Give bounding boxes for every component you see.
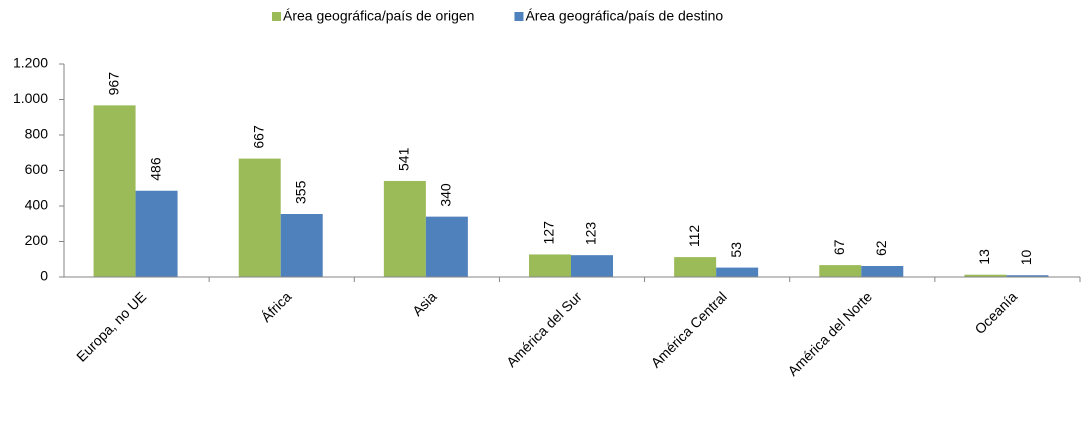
data-label: 112 xyxy=(686,225,702,248)
x-tick-label: Asia xyxy=(409,288,440,319)
x-tick-label: América del Sur xyxy=(503,288,585,370)
bar xyxy=(425,216,468,277)
data-label: 541 xyxy=(396,147,412,171)
legend-swatch xyxy=(272,12,281,21)
data-label: 667 xyxy=(250,125,266,149)
x-tick-label: Oceanía xyxy=(971,288,1020,337)
data-label: 62 xyxy=(873,240,889,256)
bar xyxy=(674,257,717,277)
y-tick-label: 600 xyxy=(25,161,49,177)
legend-label: Área geográfica/país de destino xyxy=(525,8,723,24)
x-tick-label: América Central xyxy=(648,288,730,370)
data-label: 53 xyxy=(728,242,744,258)
y-tick-label: 0 xyxy=(40,268,48,284)
y-tick-label: 800 xyxy=(25,126,49,142)
bar xyxy=(383,180,426,277)
bar xyxy=(238,158,281,277)
y-tick-label: 400 xyxy=(25,197,49,213)
bar xyxy=(280,213,323,277)
bar xyxy=(819,265,862,277)
bar xyxy=(135,190,178,277)
bar xyxy=(861,265,904,277)
data-label: 67 xyxy=(831,239,847,255)
data-label: 486 xyxy=(147,157,163,181)
bar xyxy=(964,274,1007,277)
data-label: 340 xyxy=(438,183,454,207)
y-tick-label: 200 xyxy=(25,232,49,248)
data-label: 123 xyxy=(583,222,599,246)
bar xyxy=(716,267,759,277)
y-tick-label: 1.000 xyxy=(13,90,48,106)
x-tick-label: África xyxy=(258,288,295,325)
bar xyxy=(1006,275,1049,277)
legend-swatch xyxy=(514,12,524,21)
data-label: 13 xyxy=(976,249,992,265)
bar xyxy=(571,255,613,277)
data-label: 967 xyxy=(105,72,121,96)
bar xyxy=(529,254,571,277)
y-tick-label: 1.200 xyxy=(13,55,48,71)
bar xyxy=(93,105,136,277)
x-tick-label: América del Norte xyxy=(784,288,875,379)
data-label: 127 xyxy=(541,221,557,245)
data-label: 355 xyxy=(292,180,308,204)
data-label: 10 xyxy=(1018,249,1034,265)
x-tick-label: Europa, no UE xyxy=(73,288,149,364)
legend-label: Área geográfica/país de origen xyxy=(283,8,474,24)
